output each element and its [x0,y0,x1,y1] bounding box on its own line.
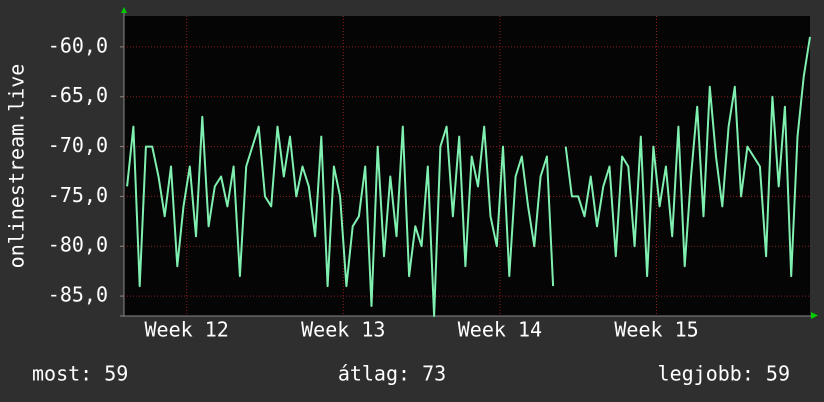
y-tick-label: -70,0 [48,133,108,157]
x-tick-label: Week 13 [301,318,385,342]
footer-text: átlag: 73 [338,362,446,386]
y-tick-label: -85,0 [48,283,108,307]
x-tick-label: Week 15 [614,318,698,342]
plot-area [124,16,810,316]
axis-arrow [121,7,127,13]
x-tick-label: Week 12 [144,318,228,342]
y-tick-label: -65,0 [48,83,108,107]
footer-text: legjobb: 59 [658,362,790,386]
axis-arrow [811,312,818,319]
data-line [126,36,811,317]
y-tick-label: -60,0 [48,33,108,57]
y-axis-label: onlinestream.live [5,64,29,269]
x-tick-label: Week 14 [458,318,542,342]
y-tick-label: -80,0 [48,233,108,257]
y-tick-label: -75,0 [48,183,108,207]
footer-text: most: 59 [32,362,128,386]
